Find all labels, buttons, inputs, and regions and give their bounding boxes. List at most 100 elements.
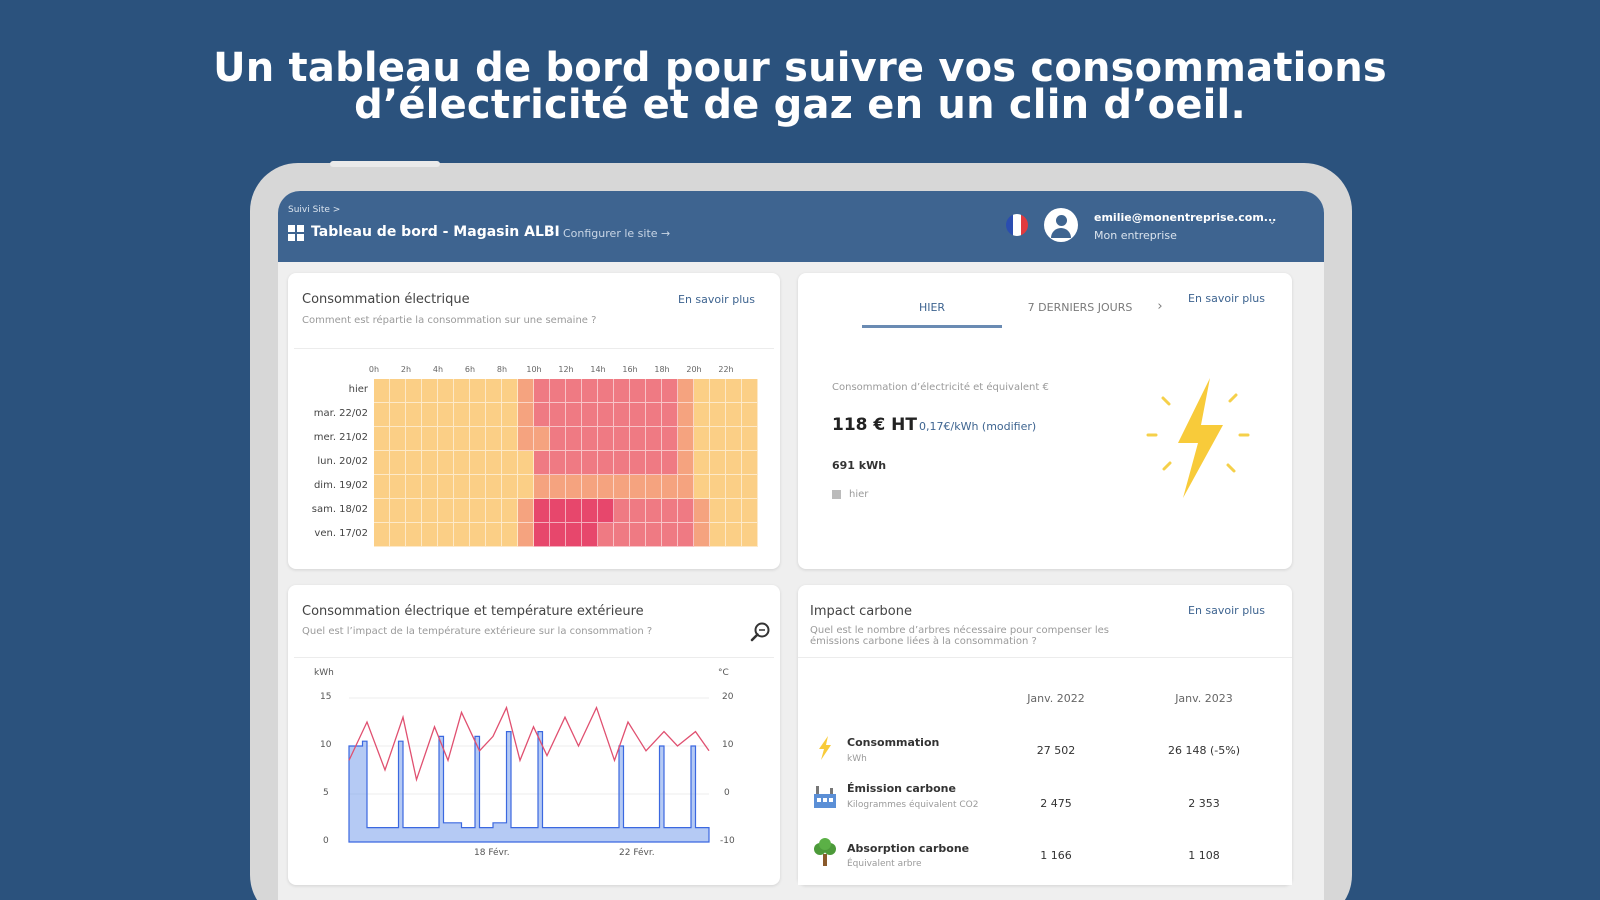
heatmap-cell[interactable] xyxy=(694,523,710,547)
heatmap-cell[interactable] xyxy=(390,379,406,403)
heatmap-cell[interactable] xyxy=(630,451,646,475)
breadcrumb[interactable]: Suivi Site > xyxy=(288,205,341,215)
heatmap-cell[interactable] xyxy=(742,451,758,475)
heatmap-cell[interactable] xyxy=(374,451,390,475)
heatmap-cell[interactable] xyxy=(646,427,662,451)
heatmap-cell[interactable] xyxy=(662,475,678,499)
heatmap-cell[interactable] xyxy=(454,451,470,475)
heatmap-cell[interactable] xyxy=(614,451,630,475)
heatmap-cell[interactable] xyxy=(390,427,406,451)
heatmap-cell[interactable] xyxy=(438,475,454,499)
heatmap-cell[interactable] xyxy=(646,451,662,475)
heatmap-cell[interactable] xyxy=(662,427,678,451)
heatmap-cell[interactable] xyxy=(534,403,550,427)
heatmap-cell[interactable] xyxy=(662,403,678,427)
heatmap-cell[interactable] xyxy=(454,427,470,451)
heatmap-cell[interactable] xyxy=(454,523,470,547)
heatmap-cell[interactable] xyxy=(694,379,710,403)
heatmap-cell[interactable] xyxy=(550,427,566,451)
heatmap-cell[interactable] xyxy=(534,475,550,499)
heatmap-cell[interactable] xyxy=(678,523,694,547)
heatmap-cell[interactable] xyxy=(598,499,614,523)
heatmap-cell[interactable] xyxy=(566,475,582,499)
carbon-more-link[interactable]: En savoir plus xyxy=(1188,604,1265,617)
tab-last-7-days[interactable]: 7 DERNIERS JOURS xyxy=(1027,301,1133,314)
heatmap-cell[interactable] xyxy=(486,451,502,475)
heatmap-cell[interactable] xyxy=(550,451,566,475)
heatmap-cell[interactable] xyxy=(614,379,630,403)
heatmap-cell[interactable] xyxy=(710,403,726,427)
heatmap-cell[interactable] xyxy=(566,379,582,403)
heatmap-cell[interactable] xyxy=(646,475,662,499)
heatmap-cell[interactable] xyxy=(614,403,630,427)
heatmap-cell[interactable] xyxy=(710,451,726,475)
heatmap-cell[interactable] xyxy=(518,475,534,499)
heatmap-cell[interactable] xyxy=(422,427,438,451)
heatmap-cell[interactable] xyxy=(374,475,390,499)
heatmap-cell[interactable] xyxy=(614,523,630,547)
heatmap-cell[interactable] xyxy=(502,523,518,547)
heatmap-cell[interactable] xyxy=(422,475,438,499)
heatmap-cell[interactable] xyxy=(742,403,758,427)
heatmap-cell[interactable] xyxy=(582,523,598,547)
heatmap-cell[interactable] xyxy=(438,379,454,403)
heatmap-cell[interactable] xyxy=(678,403,694,427)
heatmap-cell[interactable] xyxy=(646,523,662,547)
heatmap-cell[interactable] xyxy=(582,379,598,403)
heatmap-cell[interactable] xyxy=(422,523,438,547)
heatmap-cell[interactable] xyxy=(518,523,534,547)
heatmap-cell[interactable] xyxy=(678,499,694,523)
heatmap-cell[interactable] xyxy=(662,451,678,475)
heatmap-cell[interactable] xyxy=(742,523,758,547)
heatmap-cell[interactable] xyxy=(390,499,406,523)
heatmap-cell[interactable] xyxy=(406,475,422,499)
heatmap-cell[interactable] xyxy=(470,403,486,427)
heatmap-cell[interactable] xyxy=(614,427,630,451)
heatmap-cell[interactable] xyxy=(486,523,502,547)
heatmap-cell[interactable] xyxy=(678,427,694,451)
user-email[interactable]: emilie@monentreprise.com... xyxy=(1094,211,1277,224)
heatmap-cell[interactable] xyxy=(678,379,694,403)
heatmap-cell[interactable] xyxy=(534,427,550,451)
heatmap-cell[interactable] xyxy=(374,499,390,523)
heatmap-cell[interactable] xyxy=(438,451,454,475)
heatmap-cell[interactable] xyxy=(662,379,678,403)
heatmap-cell[interactable] xyxy=(630,403,646,427)
heatmap-cell[interactable] xyxy=(406,403,422,427)
heatmap-cell[interactable] xyxy=(630,523,646,547)
heatmap-cell[interactable] xyxy=(694,427,710,451)
heatmap-cell[interactable] xyxy=(550,475,566,499)
heatmap-cell[interactable] xyxy=(566,451,582,475)
heatmap-cell[interactable] xyxy=(422,379,438,403)
heatmap-cell[interactable] xyxy=(726,403,742,427)
heatmap-cell[interactable] xyxy=(518,451,534,475)
heatmap-cell[interactable] xyxy=(534,379,550,403)
heatmap-cell[interactable] xyxy=(534,451,550,475)
heatmap-cell[interactable] xyxy=(518,499,534,523)
heatmap-cell[interactable] xyxy=(502,475,518,499)
heatmap-cell[interactable] xyxy=(422,403,438,427)
heatmap-cell[interactable] xyxy=(406,451,422,475)
heatmap-cell[interactable] xyxy=(422,499,438,523)
heatmap-cell[interactable] xyxy=(438,427,454,451)
heatmap-cell[interactable] xyxy=(438,403,454,427)
heatmap-cell[interactable] xyxy=(374,379,390,403)
heatmap-cell[interactable] xyxy=(502,499,518,523)
heatmap-cell[interactable] xyxy=(534,499,550,523)
heatmap-cell[interactable] xyxy=(454,499,470,523)
heatmap-cell[interactable] xyxy=(374,427,390,451)
heatmap-cell[interactable] xyxy=(694,475,710,499)
heatmap-cell[interactable] xyxy=(694,403,710,427)
rate-modify-link[interactable]: 0,17€/kWh (modifier) xyxy=(919,420,1037,433)
heatmap-cell[interactable] xyxy=(582,427,598,451)
heatmap-cell[interactable] xyxy=(726,475,742,499)
heatmap-cell[interactable] xyxy=(694,499,710,523)
heatmap-more-link[interactable]: En savoir plus xyxy=(678,293,755,306)
heatmap-cell[interactable] xyxy=(582,403,598,427)
heatmap-cell[interactable] xyxy=(598,379,614,403)
heatmap-cell[interactable] xyxy=(454,475,470,499)
heatmap-cell[interactable] xyxy=(726,499,742,523)
heatmap-cell[interactable] xyxy=(742,379,758,403)
heatmap-cell[interactable] xyxy=(742,475,758,499)
heatmap-cell[interactable] xyxy=(662,499,678,523)
